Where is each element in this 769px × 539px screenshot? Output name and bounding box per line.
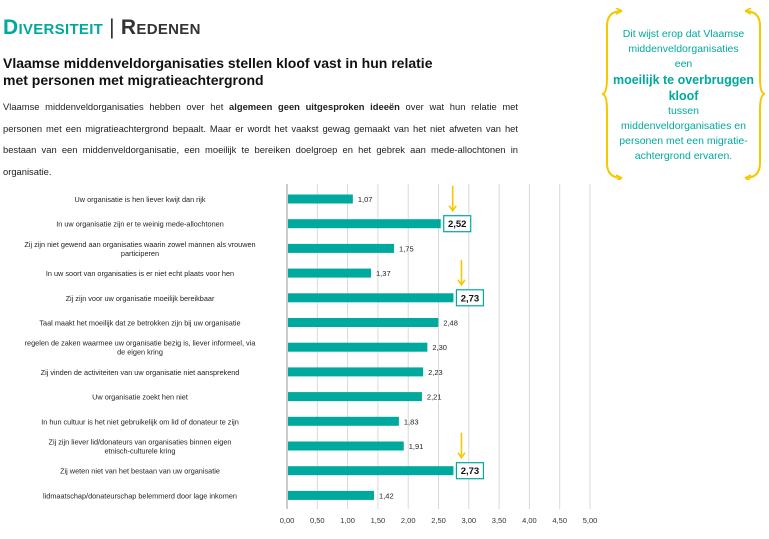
x-tick-label: 5,00 bbox=[583, 516, 598, 525]
subtitle: Vlaamse middenveldorganisaties stellen k… bbox=[3, 55, 433, 88]
bar bbox=[288, 219, 441, 229]
value-label: 1,91 bbox=[409, 442, 424, 451]
intro-paragraph: Vlaamse middenveldorganisaties hebben ov… bbox=[3, 96, 518, 182]
category-label: Uw organisatie zoekt hen niet bbox=[92, 393, 188, 402]
bar bbox=[288, 392, 422, 402]
highlight-arrowhead bbox=[457, 279, 466, 287]
highlight-box bbox=[443, 215, 472, 233]
x-tick-label: 2,50 bbox=[431, 516, 446, 525]
intro-before: Vlaamse middenveldorganisaties hebben ov… bbox=[3, 101, 230, 112]
intro-bold: algemeen geen uitgesproken ideeën bbox=[229, 101, 400, 112]
bar bbox=[288, 367, 424, 377]
intro-after: over wat hun relatie met personen met ee… bbox=[3, 101, 518, 177]
bar bbox=[288, 466, 454, 476]
highlight-arrowhead bbox=[448, 205, 457, 213]
callout-line1: Dit wijst erop dat Vlaamse middenveldorg… bbox=[622, 28, 745, 55]
x-tick-label: 1,50 bbox=[371, 516, 386, 525]
value-label: 2,48 bbox=[443, 319, 458, 328]
bar bbox=[288, 268, 372, 278]
bar bbox=[288, 342, 428, 352]
value-label: 2,52 bbox=[448, 219, 467, 230]
x-tick-label: 4,00 bbox=[522, 516, 537, 525]
x-tick-label: 3,00 bbox=[461, 516, 476, 525]
category-label: Zij weten niet van het bestaan van uw or… bbox=[60, 467, 220, 476]
callout-braces bbox=[602, 8, 765, 180]
bar bbox=[288, 318, 439, 327]
highlight-box bbox=[455, 462, 485, 480]
x-tick-label: 3,50 bbox=[492, 516, 507, 525]
title-separator: | bbox=[109, 16, 115, 39]
value-label: 1,42 bbox=[379, 491, 394, 500]
x-tick-label: 0,50 bbox=[310, 516, 325, 525]
title-redenen: Redenen bbox=[120, 16, 201, 39]
x-tick-label: 0,00 bbox=[280, 516, 295, 525]
bar-chart: 0,00 0,50 1,00 1,50 2,00 2,50 3,00 3,50 4,00 4,50… bbox=[24, 184, 598, 525]
highlight-arrowhead bbox=[457, 452, 466, 460]
value-label: 2,73 bbox=[461, 293, 480, 304]
category-label: regelen de zaken waarmee uw organisatie … bbox=[25, 339, 257, 357]
category-label: Taal maakt het moeilijk dat ze betrokken… bbox=[39, 319, 240, 328]
value-label: 1,75 bbox=[399, 244, 414, 253]
x-tick-label: 2,00 bbox=[401, 516, 416, 525]
x-tick-label: 4,50 bbox=[552, 516, 567, 525]
value-label: 2,73 bbox=[461, 466, 480, 477]
callout-line2: een bbox=[674, 58, 693, 70]
bar bbox=[288, 194, 353, 204]
callout-line3: tussen middenveldorganisaties en persone… bbox=[619, 105, 748, 162]
category-label: In uw organisatie zijn er te weinig mede… bbox=[56, 220, 224, 229]
title-diversiteit: Diversiteit bbox=[3, 16, 104, 39]
bar bbox=[288, 293, 454, 303]
category-label: lidmaatschap/donateurschap belemmerd doo… bbox=[43, 491, 237, 500]
callout-emphasis: moeilijk te overbruggen kloof bbox=[612, 73, 754, 103]
value-label: 2,23 bbox=[428, 368, 443, 377]
category-label: Zij zijn niet gewend aan organisaties wa… bbox=[24, 240, 255, 258]
category-label: In uw soort van organisaties is er niet … bbox=[46, 269, 234, 278]
bar bbox=[288, 416, 399, 426]
category-label: Zij zijn liever lid/donateurs van organi… bbox=[49, 438, 232, 456]
category-label: Zij zijn voor uw organisatie moeilijk be… bbox=[66, 294, 215, 303]
x-tick-label: 1,00 bbox=[340, 516, 355, 525]
value-label: 2,21 bbox=[427, 393, 442, 402]
value-label: 1,37 bbox=[376, 269, 391, 278]
bar bbox=[288, 441, 404, 451]
value-label: 1,83 bbox=[404, 417, 419, 426]
callout-box: Dit wijst erop dat Vlaamse middenveldorg… bbox=[602, 8, 765, 180]
callout-text: Dit wijst erop dat Vlaamse middenveldorg… bbox=[612, 27, 755, 164]
category-label: In hun cultuur is het niet gebruikelijk … bbox=[41, 417, 239, 426]
value-label: 1,07 bbox=[358, 195, 373, 204]
bar bbox=[288, 243, 395, 253]
value-label: 2,30 bbox=[432, 343, 447, 352]
category-label: Zij vinden de activiteiten van uw organi… bbox=[41, 368, 240, 377]
page-title: Diversiteit | Redenen bbox=[3, 16, 201, 40]
category-label: Uw organisatie is hen liever kwijt dan r… bbox=[75, 195, 206, 204]
highlight-box bbox=[455, 289, 485, 307]
bar bbox=[288, 490, 375, 500]
